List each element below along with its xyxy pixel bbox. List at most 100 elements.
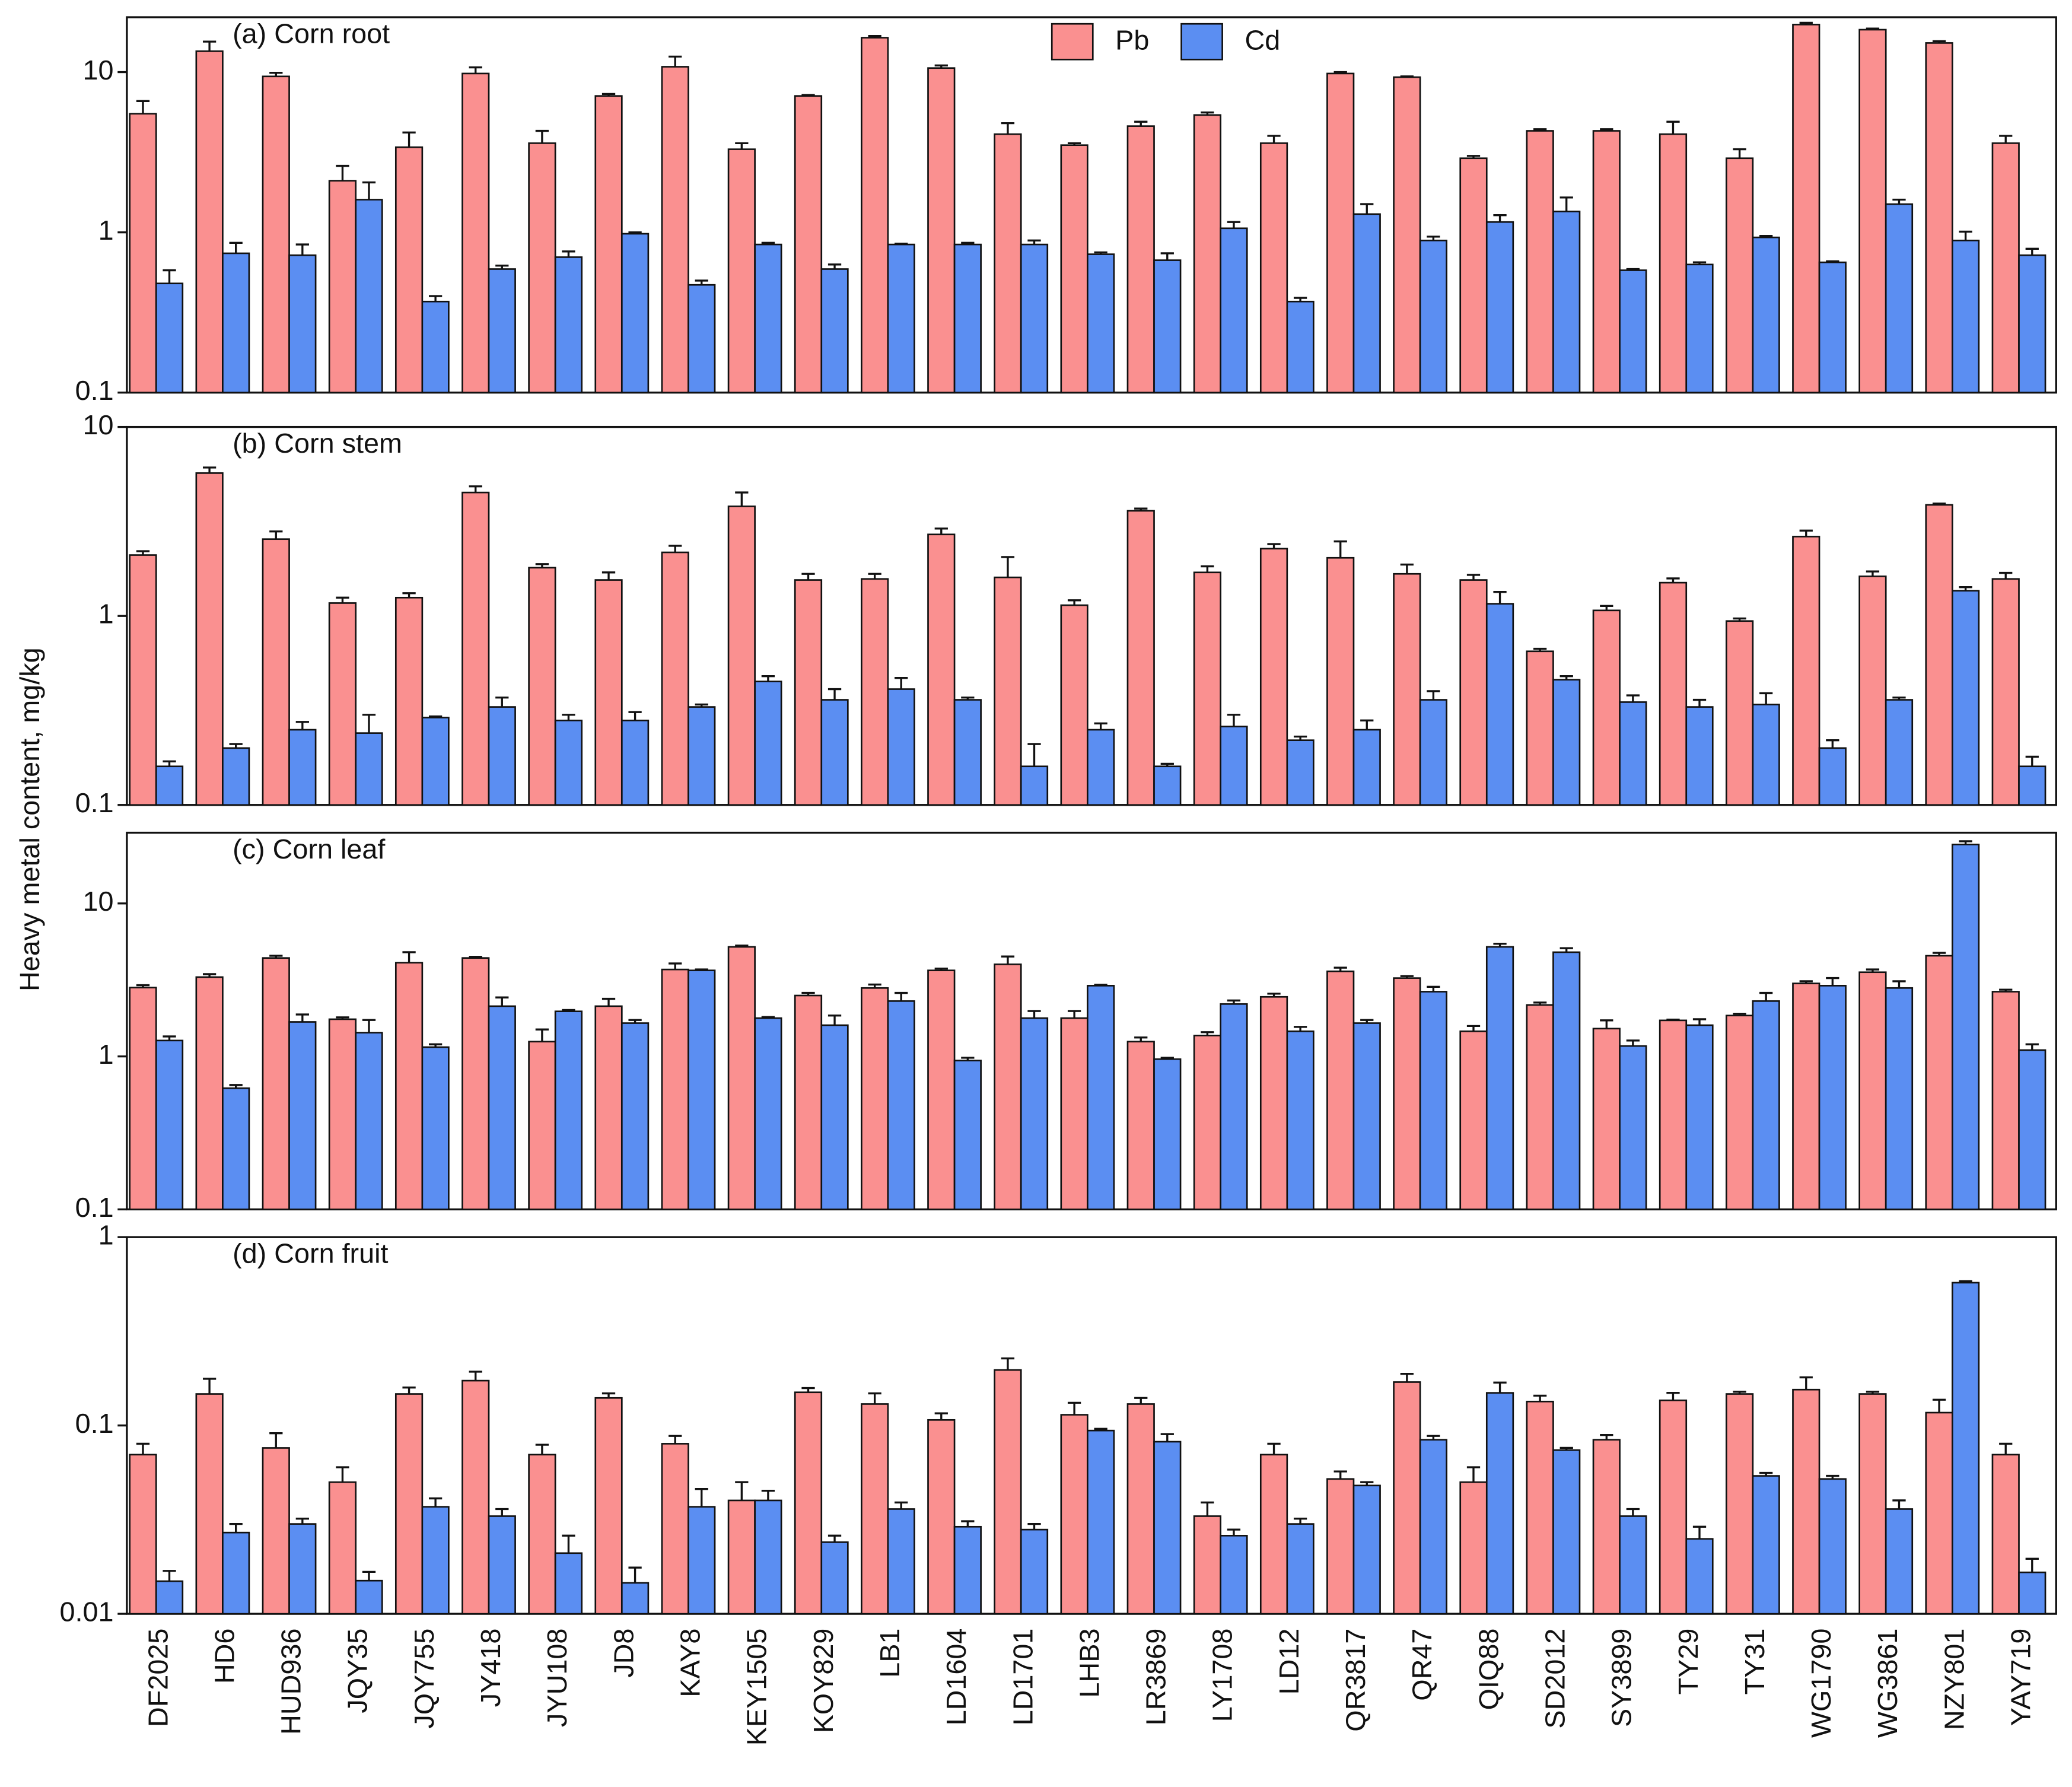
bar xyxy=(1592,1439,1621,1615)
bar xyxy=(1685,1538,1714,1615)
bar xyxy=(394,962,424,1210)
bar xyxy=(1792,24,1820,394)
error-bar xyxy=(1333,966,1347,972)
error-bar xyxy=(1626,1039,1640,1047)
error-bar xyxy=(1160,1433,1174,1442)
bar xyxy=(620,1022,650,1210)
bar xyxy=(620,1582,650,1615)
bar xyxy=(661,968,689,1210)
bar xyxy=(1419,239,1448,394)
error-bar xyxy=(669,545,682,553)
error-bar xyxy=(229,1084,243,1089)
x-tick-label: SD2012 xyxy=(1539,1629,1570,1729)
bar xyxy=(620,233,650,394)
bar xyxy=(927,1419,956,1615)
error-bar xyxy=(495,697,509,707)
error-bar xyxy=(229,1522,243,1533)
error-bar xyxy=(1094,1427,1107,1431)
bar xyxy=(1485,221,1514,394)
bar xyxy=(528,567,556,806)
error-bar xyxy=(601,997,616,1006)
error-bar xyxy=(895,676,908,689)
error-bar xyxy=(269,530,283,539)
bar xyxy=(794,994,823,1210)
error-bar xyxy=(1201,1031,1214,1036)
bar xyxy=(1419,991,1448,1210)
bar xyxy=(927,67,956,394)
error-bar xyxy=(827,1534,842,1543)
error-bar xyxy=(695,279,708,285)
error-bar xyxy=(1466,1025,1481,1032)
bar xyxy=(1220,227,1248,394)
bar xyxy=(1485,946,1514,1210)
error-bar xyxy=(1959,230,1972,241)
error-bar xyxy=(336,1016,349,1019)
bar xyxy=(1259,548,1288,806)
error-bar xyxy=(562,250,575,257)
bar xyxy=(794,95,823,394)
y-tick-label: 1 xyxy=(98,1220,114,1251)
bar xyxy=(1619,1515,1647,1615)
error-bar xyxy=(868,573,881,579)
y-tick-label: 0.01 xyxy=(60,1596,114,1627)
error-bar xyxy=(1799,1376,1813,1390)
x-tick-label: TY29 xyxy=(1673,1629,1704,1695)
error-bar xyxy=(1001,955,1015,965)
error-bar xyxy=(1493,943,1507,947)
error-bar xyxy=(428,295,443,302)
error-bar xyxy=(1201,111,1214,115)
bar xyxy=(1685,1024,1714,1210)
bar xyxy=(994,576,1022,806)
bar xyxy=(1752,236,1780,394)
bar xyxy=(2018,254,2046,394)
error-bar xyxy=(1799,21,1813,25)
bar xyxy=(594,95,623,394)
bar xyxy=(994,133,1022,394)
error-bar xyxy=(1759,991,1773,1001)
bar xyxy=(661,551,689,806)
error-bar xyxy=(2025,247,2039,256)
bar xyxy=(594,1005,623,1210)
bar xyxy=(1592,1028,1621,1210)
bar xyxy=(554,719,583,806)
error-bar xyxy=(934,1412,948,1420)
error-bar xyxy=(163,1035,176,1041)
bar xyxy=(1393,76,1421,394)
bar xyxy=(155,1039,184,1210)
error-bar xyxy=(1626,268,1640,271)
bar xyxy=(1925,42,1953,394)
error-bar xyxy=(362,1570,376,1581)
bar xyxy=(355,1032,383,1210)
y-tick-label: 10 xyxy=(83,409,114,440)
error-bar xyxy=(1892,697,1906,700)
legend-swatch xyxy=(1051,23,1094,61)
bar xyxy=(861,1403,889,1615)
bar xyxy=(1259,1454,1288,1615)
bar xyxy=(1552,1449,1581,1615)
error-bar xyxy=(669,1435,682,1444)
bar xyxy=(262,75,290,394)
error-bar xyxy=(1759,234,1773,238)
error-bar xyxy=(1427,690,1440,700)
error-bar xyxy=(1094,251,1107,255)
x-tick-label: KOY829 xyxy=(808,1629,839,1734)
error-bar xyxy=(628,1019,642,1023)
bar xyxy=(1792,982,1820,1210)
bar xyxy=(155,765,184,806)
error-bar xyxy=(1466,1466,1481,1483)
error-bar xyxy=(961,697,975,700)
error-bar xyxy=(1027,743,1041,767)
bar xyxy=(528,142,556,394)
error-bar xyxy=(495,1508,509,1516)
bar xyxy=(1193,1515,1222,1615)
bar xyxy=(1526,1400,1554,1615)
error-bar xyxy=(1692,698,1707,707)
error-bar xyxy=(1067,1401,1081,1415)
bar xyxy=(820,1024,849,1210)
error-bar xyxy=(1493,214,1507,222)
error-bar xyxy=(735,945,749,947)
error-bar xyxy=(1160,762,1174,767)
y-axis-label: Heavy metal content, mg/kg xyxy=(14,647,45,991)
error-bar xyxy=(695,968,708,971)
bar xyxy=(195,50,224,394)
